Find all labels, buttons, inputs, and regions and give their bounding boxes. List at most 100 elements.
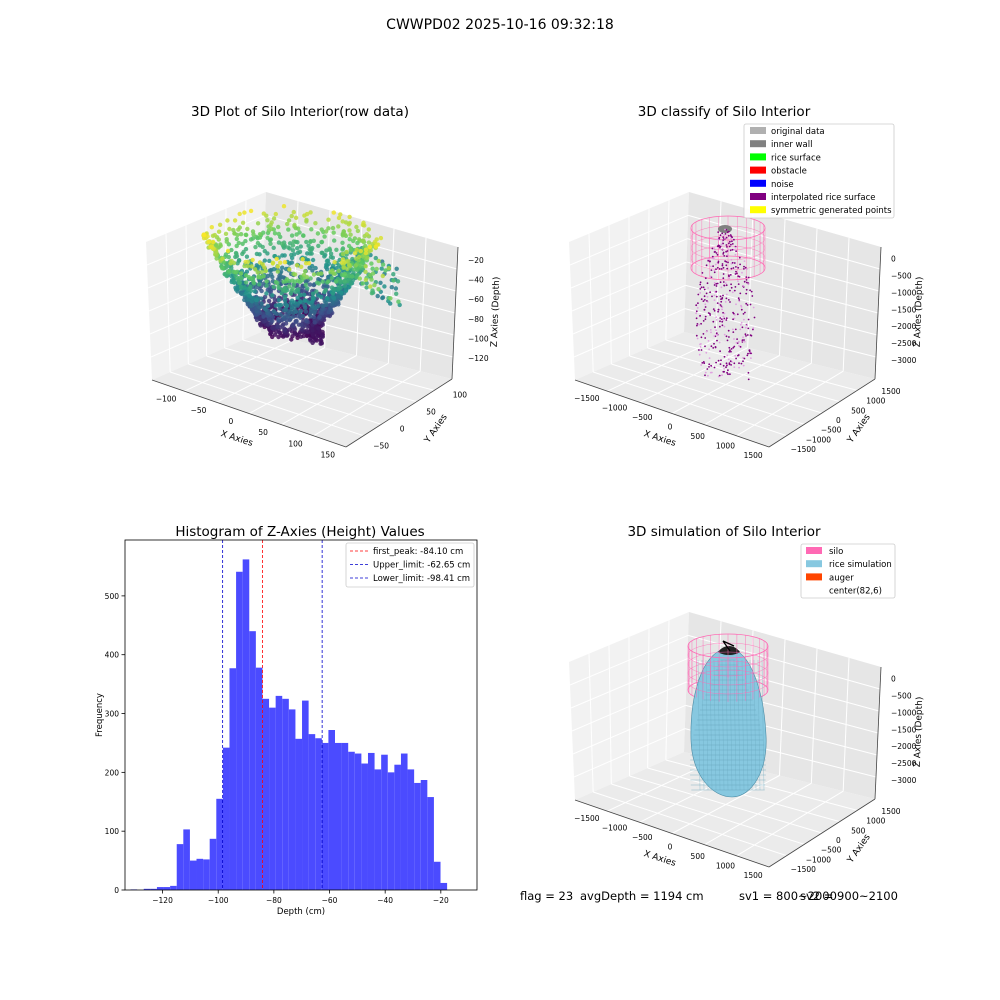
cls-point — [713, 294, 716, 297]
cls-point — [739, 328, 742, 331]
raw-point — [255, 221, 261, 226]
raw-point — [365, 255, 370, 260]
sim-rice-mesh — [753, 659, 757, 791]
cls-point — [695, 312, 698, 315]
raw-point — [250, 295, 255, 301]
histogram-frame — [124, 539, 478, 891]
cls-point — [721, 306, 724, 308]
raw-point — [262, 294, 268, 300]
raw-point — [271, 308, 276, 314]
cls-point — [723, 234, 725, 236]
cls-point — [726, 246, 728, 248]
raw-point — [309, 227, 314, 232]
histogram-bar — [255, 667, 263, 890]
raw-point — [340, 251, 346, 257]
cls-point — [747, 283, 750, 286]
raw-point — [299, 264, 304, 269]
cls-point — [737, 275, 740, 278]
sim-rice-mesh — [745, 659, 749, 791]
cls-point — [730, 364, 732, 366]
cls-point — [746, 354, 749, 357]
cls-point — [723, 284, 725, 287]
raw-point — [343, 288, 349, 293]
cls-point — [713, 251, 716, 253]
cls-point — [750, 357, 752, 359]
histogram-bar — [354, 753, 362, 890]
raw-point — [245, 264, 251, 269]
raw-point — [291, 239, 296, 244]
cls-legend-label: inner wall — [771, 140, 812, 150]
raw-point — [302, 298, 308, 303]
raw-point — [352, 251, 358, 256]
raw-point — [290, 243, 296, 248]
raw-point — [288, 310, 293, 315]
raw-point — [295, 314, 300, 319]
cls-point — [708, 312, 711, 315]
cls-point — [697, 302, 699, 305]
raw-z-tick-label: −80 — [468, 315, 484, 324]
cls-point — [716, 334, 719, 336]
raw-point — [227, 268, 232, 274]
histogram-y-tick-label: 400 — [105, 651, 120, 660]
raw-point — [342, 284, 347, 289]
cls-point — [702, 320, 705, 322]
histogram-bar — [236, 571, 243, 890]
sim-rice-mesh — [721, 659, 725, 791]
cls-y-tick-label: −1000 — [806, 435, 832, 444]
raw-point — [257, 282, 262, 287]
histogram-y-tick-label: 300 — [105, 710, 120, 719]
cls-point — [713, 284, 716, 286]
raw-point — [249, 303, 254, 308]
cls-legend-frame — [743, 123, 895, 219]
raw-point — [282, 294, 288, 299]
raw-point — [330, 263, 336, 268]
raw-point — [363, 264, 368, 269]
raw-point — [380, 262, 386, 267]
raw-point — [322, 234, 327, 239]
raw-point — [267, 268, 273, 273]
raw-point — [209, 225, 214, 230]
cls-point — [698, 323, 701, 326]
cls-point — [715, 329, 717, 332]
raw-point — [388, 296, 393, 301]
cls-point — [723, 370, 725, 373]
sim-z-tick-label: −500 — [891, 692, 912, 701]
cls-point — [722, 273, 725, 275]
sim-z-tick-label: −3000 — [891, 776, 917, 785]
cls-x-tick-label: 1000 — [716, 442, 735, 451]
raw-point — [264, 291, 269, 296]
cls-point — [704, 371, 707, 374]
raw-point — [326, 217, 331, 222]
cls-point — [733, 366, 736, 368]
raw-point — [306, 261, 312, 266]
histogram-bar — [143, 888, 151, 890]
cls-point — [704, 277, 707, 280]
raw-x-tick-label: 100 — [288, 439, 303, 448]
cls-point — [696, 337, 699, 340]
raw-point — [269, 226, 274, 232]
raw-point — [295, 278, 301, 283]
raw-point — [320, 322, 325, 327]
histogram-bar — [308, 734, 316, 890]
raw-point — [216, 229, 222, 234]
sim-x-label: X Axies — [642, 849, 677, 869]
raw-point — [319, 250, 324, 255]
cls-point — [699, 281, 702, 284]
raw-point — [301, 272, 307, 278]
raw-point — [361, 238, 366, 243]
cls-point — [747, 378, 750, 381]
raw-point — [242, 210, 247, 215]
cls-point — [748, 349, 751, 352]
cls-point — [733, 238, 735, 241]
cls-point — [738, 362, 740, 365]
raw-point — [289, 233, 295, 238]
cls-point — [745, 288, 748, 291]
cls-point — [743, 340, 746, 343]
raw-point — [308, 276, 313, 281]
raw-point — [335, 294, 341, 299]
cls-point — [715, 282, 718, 285]
raw-point — [324, 263, 330, 268]
cls-point — [729, 349, 731, 352]
raw-point — [332, 260, 337, 265]
histogram-bar — [269, 707, 276, 890]
